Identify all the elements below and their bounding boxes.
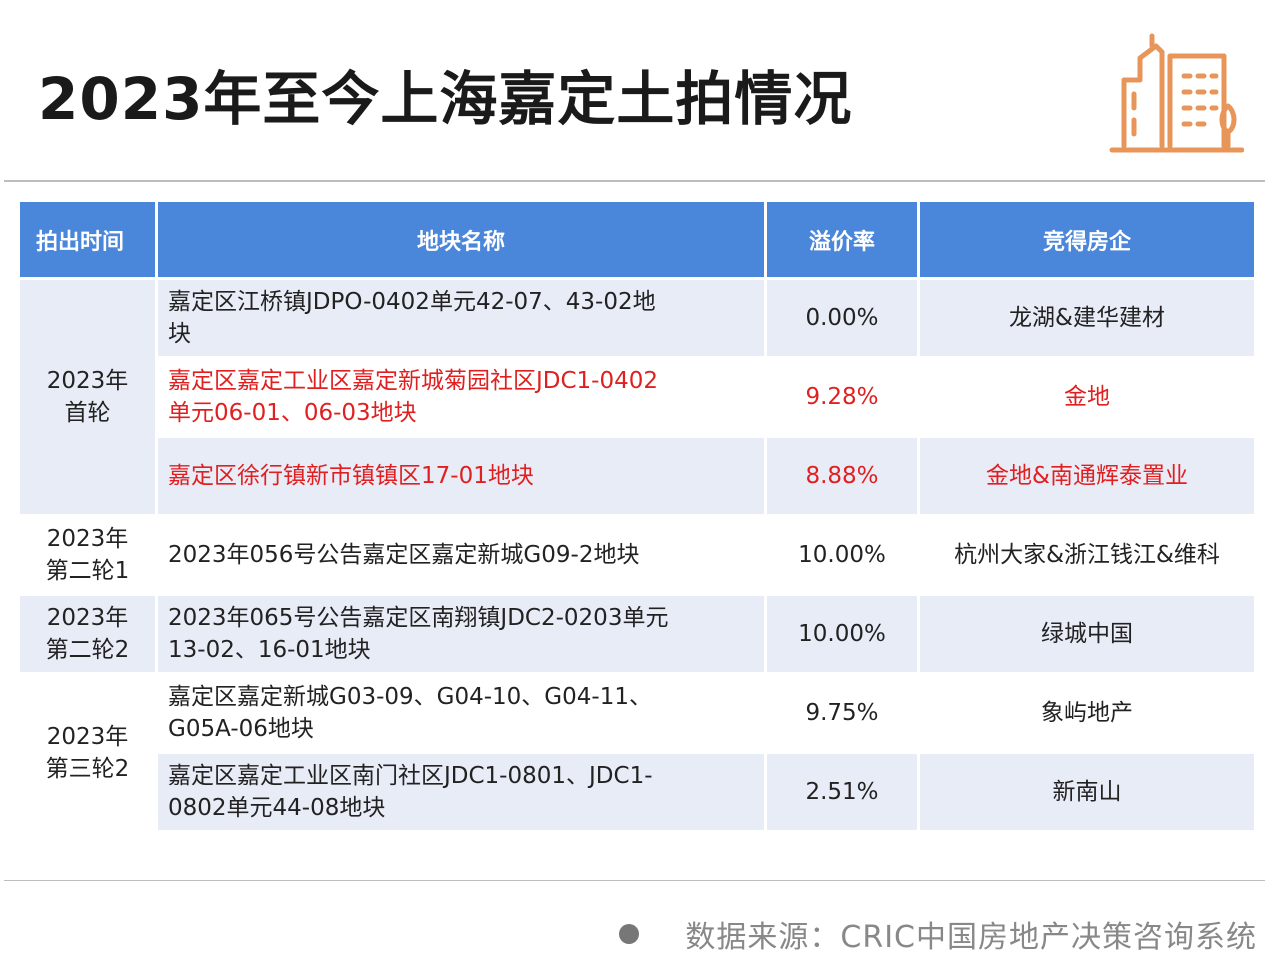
premium-rate-cell: 2.51%: [767, 754, 917, 830]
plot-name-line: 块: [168, 321, 191, 347]
plot-name-cell: 嘉定区嘉定工业区嘉定新城菊园社区JDC1-0402 单元06-01、06-03地…: [158, 359, 764, 435]
plot-name-line: 13-02、16-01地块: [168, 637, 371, 663]
plot-name-line: 0802单元44-08地块: [168, 795, 386, 821]
time-line: 第三轮2: [45, 755, 130, 782]
city-buildings-icon: [1109, 33, 1244, 153]
premium-rate-cell: 9.28%: [767, 359, 917, 435]
developer-cell: 杭州大家&浙江钱江&维科: [920, 517, 1254, 593]
table-row: 2023年 首轮 嘉定区江桥镇JDPO-0402单元42-07、43-02地 块…: [20, 280, 1254, 514]
time-line: 2023年: [46, 723, 129, 750]
table-row: 2023年 第二轮1 2023年056号公告嘉定区嘉定新城G09-2地块 10.…: [20, 517, 1254, 593]
developer-cell: 新南山: [920, 754, 1254, 830]
header-winning-developer: 竞得房企: [920, 202, 1254, 277]
plot-name-cell: 嘉定区嘉定新城G03-09、G04-10、G04-11、 G05A-06地块: [158, 675, 764, 751]
footer-divider: [4, 880, 1265, 881]
land-auction-table: 拍出时间 地块名称 溢价率 竞得房企 2023年 首轮 嘉定区江桥镇JDPO-0…: [17, 199, 1257, 833]
plot-name-line: 嘉定区嘉定工业区嘉定新城菊园社区JDC1-0402: [168, 368, 659, 394]
premium-rate-cell: 9.75%: [767, 675, 917, 751]
developer-cell: 金地&南通辉泰置业: [920, 438, 1254, 514]
header-premium-rate: 溢价率: [767, 202, 917, 277]
title-divider: [4, 180, 1265, 182]
time-cell: 2023年 第三轮2: [20, 675, 155, 830]
bullet-dot-icon: [619, 924, 640, 944]
premium-rate-cell: 0.00%: [767, 280, 917, 356]
header-time: 拍出时间: [20, 202, 155, 277]
table-row: 2023年 第二轮2 2023年065号公告嘉定区南翔镇JDC2-0203单元 …: [20, 596, 1254, 672]
developer-cell: 金地: [920, 359, 1254, 435]
data-source-note: 数据来源：CRIC中国房地产决策咨询系统: [619, 912, 1257, 956]
plot-name-cell: 2023年065号公告嘉定区南翔镇JDC2-0203单元 13-02、16-01…: [158, 596, 764, 672]
table-header-row: 拍出时间 地块名称 溢价率 竞得房企: [20, 202, 1254, 277]
premium-rate-cell: 8.88%: [767, 438, 917, 514]
table-row: 嘉定区嘉定工业区嘉定新城菊园社区JDC1-0402 单元06-01、06-03地…: [20, 359, 1254, 435]
plot-name-cell: 2023年056号公告嘉定区嘉定新城G09-2地块: [158, 517, 764, 593]
plot-name-line: 2023年065号公告嘉定区南翔镇JDC2-0203单元: [168, 605, 669, 631]
time-line: 2023年: [46, 368, 129, 394]
plot-name-cell: 嘉定区嘉定工业区南门社区JDC1-0801、JDC1- 0802单元44-08地…: [158, 754, 764, 830]
table-row: 2023年 第三轮2 嘉定区嘉定新城G03-09、G04-10、G04-11、 …: [20, 675, 1254, 830]
plot-name-line: 2023年056号公告嘉定区嘉定新城G09-2地块: [168, 542, 640, 568]
time-line: 第二轮2: [45, 637, 130, 663]
time-line: 第二轮1: [45, 558, 130, 584]
developer-cell: 龙湖&建华建材: [920, 280, 1254, 356]
table-row: 嘉定区徐行镇新市镇镇区17-01地块 8.88% 金地&南通辉泰置业: [20, 438, 1254, 514]
plot-name-line: 单元06-01、06-03地块: [168, 400, 417, 426]
time-cell: 2023年 首轮: [20, 280, 155, 514]
plot-name-line: 嘉定区江桥镇JDPO-0402单元42-07、43-02地: [168, 289, 656, 315]
time-cell: 2023年 第二轮1: [20, 517, 155, 593]
developer-cell: 绿城中国: [920, 596, 1254, 672]
plot-name-line: 嘉定区嘉定工业区南门社区JDC1-0801、JDC1-: [168, 763, 653, 789]
time-cell: 2023年 第二轮2: [20, 596, 155, 672]
plot-name-cell: 嘉定区江桥镇JDPO-0402单元42-07、43-02地 块: [158, 280, 764, 356]
time-line: 2023年: [46, 526, 129, 552]
plot-name-line: 嘉定区徐行镇新市镇镇区17-01地块: [168, 463, 534, 489]
time-line: 首轮: [64, 400, 111, 426]
data-source-text: 数据来源：CRIC中国房地产决策咨询系统: [685, 920, 1257, 955]
premium-rate-cell: 10.00%: [767, 596, 917, 672]
time-line: 2023年: [46, 605, 129, 631]
premium-rate-cell: 10.00%: [767, 517, 917, 593]
table-row: 嘉定区嘉定工业区南门社区JDC1-0801、JDC1- 0802单元44-08地…: [20, 754, 1254, 830]
plot-name-line: 嘉定区嘉定新城G03-09、G04-10、G04-11、: [168, 684, 652, 710]
plot-name-cell: 嘉定区徐行镇新市镇镇区17-01地块: [158, 438, 764, 514]
page-title: 2023年至今上海嘉定土拍情况: [38, 65, 853, 133]
plot-name-line: G05A-06地块: [168, 716, 314, 742]
developer-cell: 象屿地产: [920, 675, 1254, 751]
header-plot-name: 地块名称: [158, 202, 764, 277]
